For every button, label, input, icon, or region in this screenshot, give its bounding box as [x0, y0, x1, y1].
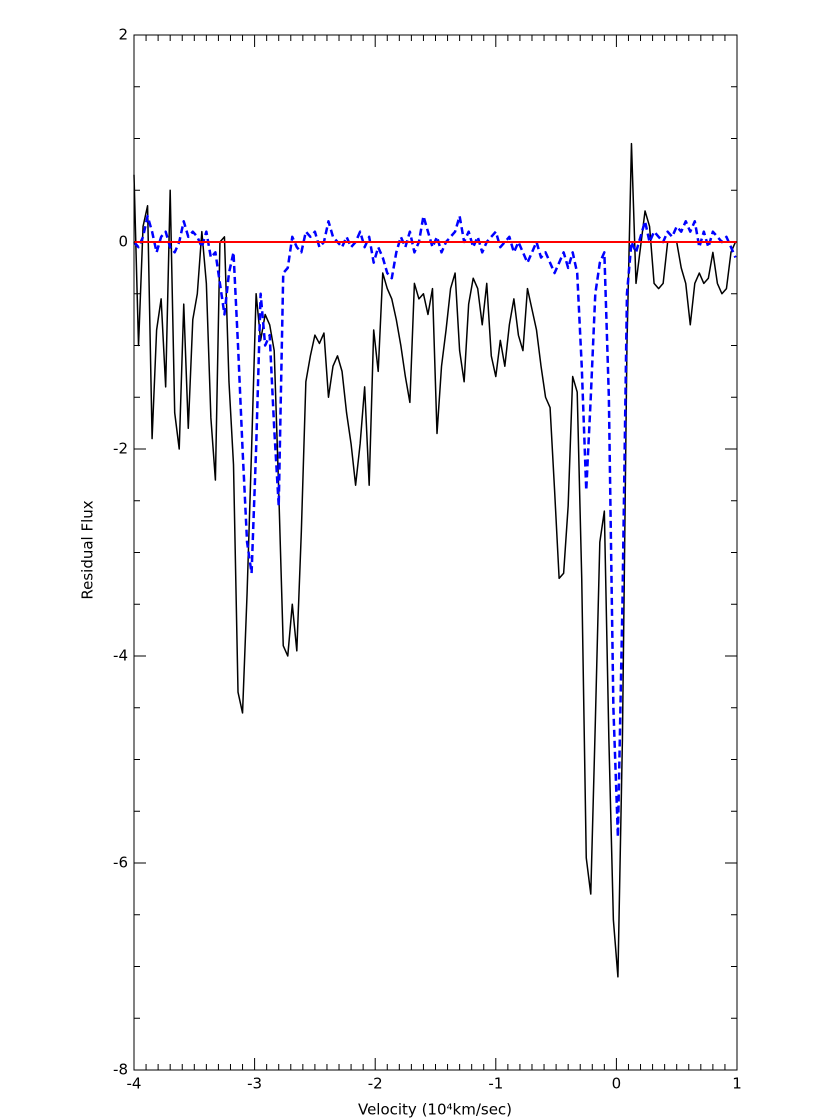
y-tick-label: -2 [113, 440, 128, 458]
y-tick-label: -8 [113, 1061, 128, 1079]
y-tick-label: 0 [118, 233, 128, 251]
x-tick-label: -3 [247, 1075, 262, 1093]
y-tick-label: 2 [118, 26, 128, 44]
series-line [133, 142, 737, 978]
x-tick-label: 0 [612, 1075, 622, 1093]
x-tick-label: 1 [732, 1075, 742, 1093]
y-tick-label: -4 [113, 647, 128, 665]
series-line [133, 214, 737, 839]
x-tick-label: -4 [127, 1075, 142, 1093]
x-axis-label: Velocity (10⁴km/sec) [358, 1101, 512, 1119]
plot-frame [133, 34, 738, 1071]
y-axis-label: Residual Flux [79, 500, 97, 599]
y-tick-label: -6 [113, 854, 128, 872]
x-tick-label: -1 [488, 1075, 503, 1093]
x-tick-label: -2 [368, 1075, 383, 1093]
